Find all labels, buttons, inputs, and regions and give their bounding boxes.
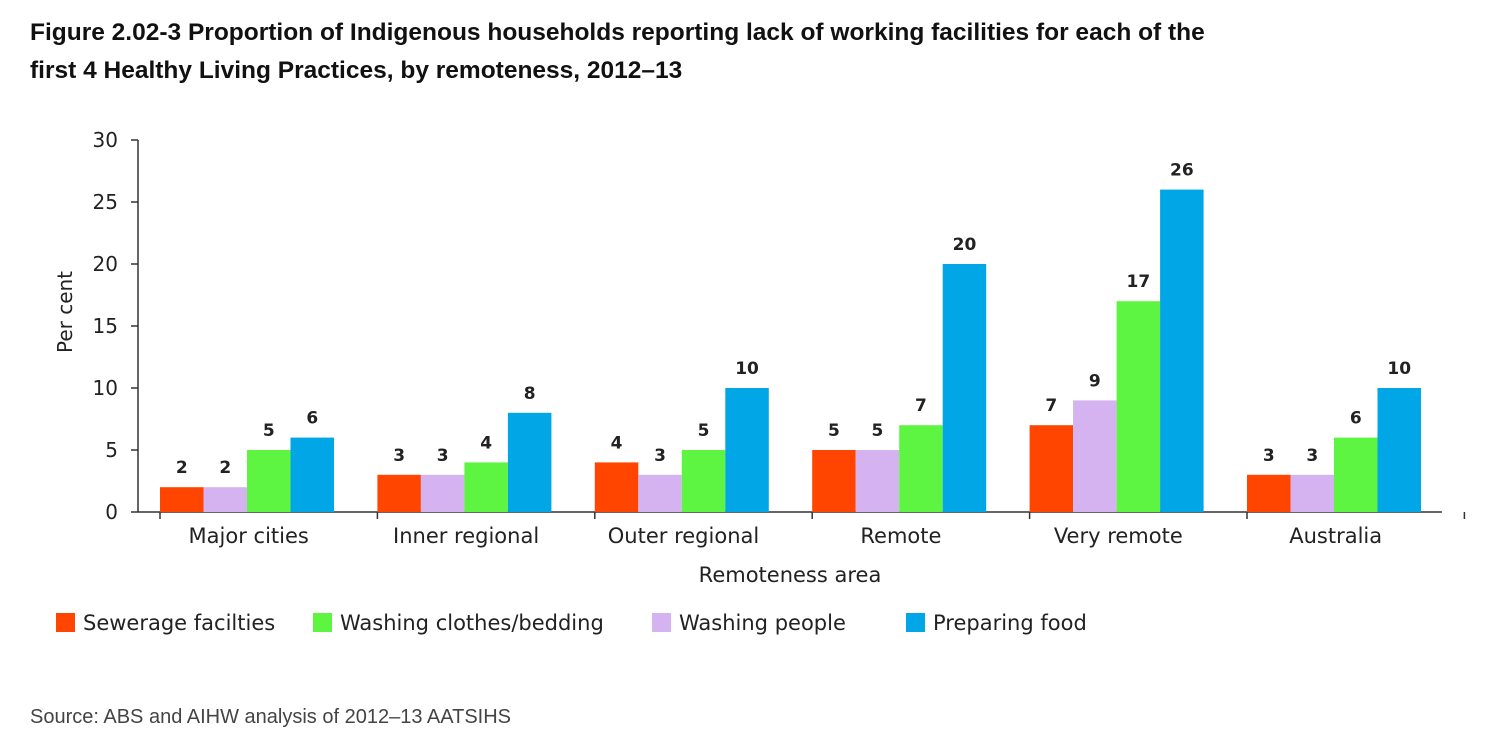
bar-value-label: 3 (654, 446, 666, 466)
y-tick-label: 0 (105, 500, 118, 524)
bar-value-label: 3 (437, 446, 449, 466)
legend-label: Washing clothes/bedding (340, 611, 604, 635)
bar-value-label: 9 (1089, 371, 1101, 391)
bar-value-label: 5 (698, 421, 710, 441)
chart-bars (160, 189, 1421, 512)
bar (1377, 388, 1421, 512)
x-tick-label: Outer regional (608, 524, 759, 548)
x-tick-label: Major cities (189, 524, 309, 548)
bar-value-label: 26 (1170, 161, 1194, 181)
bar-value-label: 10 (735, 359, 759, 379)
bar (899, 425, 943, 512)
bar (507, 412, 552, 512)
bar-value-label: 10 (1387, 359, 1411, 379)
x-tick-label: Remote (860, 524, 941, 548)
bar-value-label: 6 (306, 409, 318, 429)
bar (855, 450, 900, 512)
bar-value-label: 4 (611, 433, 623, 453)
legend-swatch (906, 613, 925, 632)
x-axis-label: Remoteness area (699, 563, 882, 587)
bar (247, 450, 291, 512)
legend-label: Washing people (679, 611, 846, 635)
y-tick-label: 10 (93, 376, 118, 400)
bar-value-label: 2 (176, 458, 188, 478)
bar (1247, 474, 1291, 512)
bar-value-label: 2 (219, 458, 231, 478)
bar-value-label: 20 (953, 235, 977, 255)
bar (1160, 189, 1204, 512)
bar (594, 462, 639, 512)
y-tick-label: 15 (93, 314, 118, 338)
bar (420, 474, 465, 512)
bar (1116, 301, 1161, 512)
bar (290, 437, 334, 512)
legend-swatch (652, 613, 671, 632)
bar (1334, 437, 1378, 512)
bar-value-label: 5 (872, 421, 884, 441)
bar (203, 487, 247, 512)
legend-swatch (56, 613, 75, 632)
bar (942, 264, 987, 512)
bar (464, 462, 508, 512)
bar (1029, 425, 1074, 512)
legend-label: Sewerage facilties (83, 611, 275, 635)
bar-value-label: 5 (263, 421, 275, 441)
bar-value-label: 8 (524, 384, 536, 404)
bar-value-label: 5 (828, 421, 840, 441)
bar (160, 487, 204, 512)
bar (681, 450, 726, 512)
figure-title: Figure 2.02-3 Proportion of Indigenous h… (30, 14, 1470, 90)
bar-value-label: 7 (915, 396, 927, 416)
y-axis-label: Per cent (53, 271, 77, 353)
figure-title-line1: Figure 2.02-3 Proportion of Indigenous h… (30, 19, 1205, 46)
bar (812, 450, 856, 512)
bar-value-label: 17 (1127, 272, 1151, 292)
chart-legend: Sewerage facilties Washing clothes/beddin… (56, 611, 1087, 635)
figure-title-line2: first 4 Healthy Living Practices, by rem… (30, 57, 683, 84)
bar-value-label: 6 (1350, 409, 1362, 429)
bar-value-label: 3 (1306, 446, 1318, 466)
data-labels: 2 2 5 6 3 3 4 8 4 3 5 10 5 5 7 20 7 9 17 26 3 3 6 10 (176, 161, 1411, 479)
bar (377, 474, 421, 512)
y-tick-label: 30 (93, 128, 118, 152)
bar (638, 474, 682, 512)
y-tick-label: 20 (93, 252, 118, 276)
bar-value-label: 3 (393, 446, 405, 466)
bar (1290, 474, 1334, 512)
y-tick-label: 5 (105, 438, 118, 462)
legend-swatch (313, 613, 332, 632)
bar-value-label: 3 (1263, 446, 1275, 466)
x-tick-label: Inner regional (393, 524, 539, 548)
x-tick-label: Very remote (1054, 524, 1183, 548)
source-note: Source: ABS and AIHW analysis of 2012–13… (30, 706, 512, 728)
bar (725, 388, 769, 512)
bar (1073, 400, 1117, 512)
legend-label: Preparing food (933, 611, 1087, 635)
bar-value-label: 4 (480, 433, 492, 453)
bar-value-label: 7 (1045, 396, 1057, 416)
x-tick-label: Australia (1289, 524, 1382, 548)
y-tick-label: 25 (93, 190, 118, 214)
